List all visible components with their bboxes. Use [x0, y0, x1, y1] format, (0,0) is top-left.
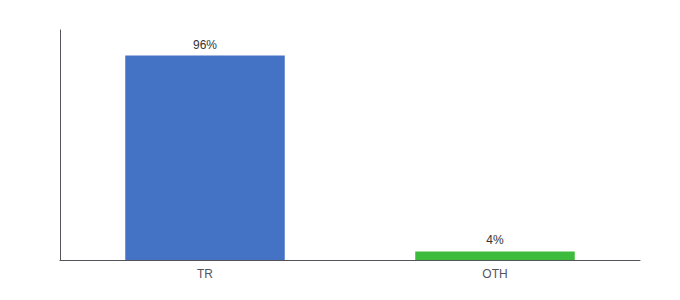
- svg-text:96%: 96%: [193, 38, 217, 52]
- svg-text:OTH: OTH: [482, 267, 507, 281]
- svg-text:4%: 4%: [486, 233, 504, 247]
- svg-text:TR: TR: [197, 267, 213, 281]
